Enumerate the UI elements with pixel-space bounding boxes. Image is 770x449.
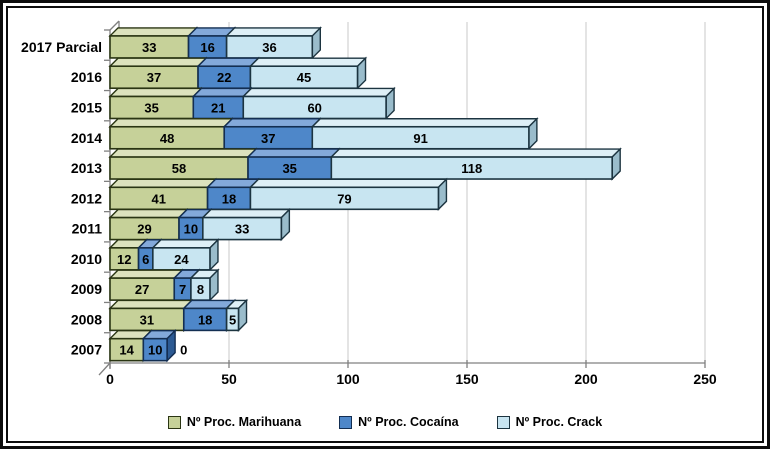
- bar-segment-top-face: [108, 27, 199, 37]
- bar-value-label: 41: [152, 191, 166, 206]
- x-axis-tick-label: 0: [106, 371, 114, 387]
- x-axis-tick-label: 200: [574, 371, 598, 387]
- bar-value-label: 45: [297, 70, 311, 85]
- bar-segment: [249, 186, 440, 211]
- bar-value-label: 31: [140, 312, 154, 327]
- y-axis-category-label: 2014: [71, 130, 102, 146]
- bar-value-label: 58: [172, 161, 186, 176]
- bar-value-label: 0: [180, 343, 187, 358]
- bar-value-label: 35: [282, 161, 296, 176]
- bar-value-label: 33: [235, 222, 249, 237]
- y-axis-category-label: 2017 Parcial: [21, 39, 102, 55]
- bar-value-label: 16: [200, 40, 214, 55]
- bar-value-label: 36: [262, 40, 276, 55]
- bar-value-label: 18: [198, 312, 212, 327]
- chart-legend: Nº Proc. Marihuana Nº Proc. Cocaína Nº Pro…: [0, 406, 770, 438]
- bar-value-label: 29: [137, 222, 151, 237]
- bar-segment-top-face: [108, 148, 258, 158]
- bar-segment-top-face: [248, 178, 449, 189]
- bar-value-label: 7: [179, 282, 186, 297]
- legend-label: Nº Proc. Cocaína: [358, 415, 459, 429]
- bar-value-label: 118: [461, 161, 482, 176]
- bar-value-label: 33: [142, 40, 156, 55]
- y-axis-category-label: 2009: [71, 281, 102, 297]
- bar-segment-top-face: [248, 57, 368, 67]
- y-axis-category-label: 2008: [71, 311, 102, 327]
- bar-value-label: 24: [174, 252, 189, 267]
- bar-segment-top-face: [108, 208, 189, 219]
- y-axis-category-label: 2007: [71, 342, 102, 358]
- bar-segment-top-face: [201, 208, 292, 219]
- bar-value-label: 79: [337, 191, 351, 206]
- bar-segment-top-face: [151, 239, 220, 249]
- bar-value-label: 6: [142, 252, 149, 267]
- y-axis-category-label: 2010: [71, 251, 102, 267]
- bar-value-label: 37: [261, 131, 275, 146]
- bar-segment-top-face: [108, 299, 194, 310]
- bar-value-label: 60: [307, 100, 321, 115]
- legend-item: Nº Proc. Marihuana: [167, 415, 302, 429]
- wall-top-edge: [109, 20, 120, 31]
- bar-segment-top-face: [222, 118, 322, 128]
- bar-value-label: 12: [117, 252, 131, 267]
- bar-segment: [142, 337, 168, 362]
- legend-label: Nº Proc. Marihuana: [186, 415, 302, 429]
- bar-segment-top-face: [241, 87, 396, 98]
- bar-value-label: 48: [160, 131, 174, 146]
- bar-segment-top-face: [196, 57, 261, 67]
- bar-segment-top-face: [108, 57, 208, 67]
- bar-segment-top-face: [191, 87, 253, 98]
- bar-segment-top-face: [329, 148, 622, 158]
- x-axis-tick-label: 50: [221, 371, 237, 387]
- bar-segment-top-face: [246, 148, 342, 158]
- legend-swatch-icon: [496, 415, 510, 429]
- bar-value-label: 91: [413, 131, 427, 146]
- bar-value-label: 27: [135, 282, 149, 297]
- bar-value-label: 8: [197, 282, 204, 297]
- y-axis-category-label: 2016: [71, 69, 102, 85]
- bar-segment: [330, 156, 613, 180]
- bar-segment-top-face: [108, 118, 234, 128]
- bar-value-label: 37: [147, 70, 161, 85]
- bar-value-label: 35: [144, 100, 158, 115]
- legend-label: Nº Proc. Crack: [515, 415, 603, 429]
- bar-segment-top-face: [108, 87, 203, 98]
- bar-value-label: 18: [222, 191, 236, 206]
- legend-item: Nº Proc. Crack: [496, 415, 603, 429]
- x-axis-tick-label: 250: [693, 371, 717, 387]
- x-axis-tick-label: 100: [336, 371, 360, 387]
- legend-swatch-icon: [167, 415, 181, 429]
- legend-item: Nº Proc. Cocaína: [339, 415, 459, 429]
- bar-segment-top-face: [310, 118, 539, 128]
- bar-value-label: 5: [229, 312, 236, 327]
- bar-segment: [202, 216, 283, 241]
- y-axis-category-label: 2011: [72, 221, 103, 237]
- y-axis-category-label: 2012: [71, 190, 102, 206]
- y-axis-category-label: 2015: [71, 99, 102, 115]
- legend-swatch-icon: [339, 415, 353, 429]
- bar-segment-top-face: [108, 178, 218, 189]
- bar-segment-top-face: [224, 27, 322, 37]
- bar-segment: [225, 307, 240, 332]
- floor-front-edge: [98, 362, 111, 376]
- bar-segment-top-face: [108, 269, 184, 279]
- bar-value-label: 10: [148, 343, 162, 358]
- bar-value-label: 10: [184, 222, 198, 237]
- y-axis-category-label: 2013: [71, 160, 102, 176]
- bar-value-label: 14: [119, 343, 134, 358]
- x-axis-tick-label: 150: [455, 371, 479, 387]
- bar-value-label: 22: [217, 70, 231, 85]
- bar-value-label: 21: [211, 100, 225, 115]
